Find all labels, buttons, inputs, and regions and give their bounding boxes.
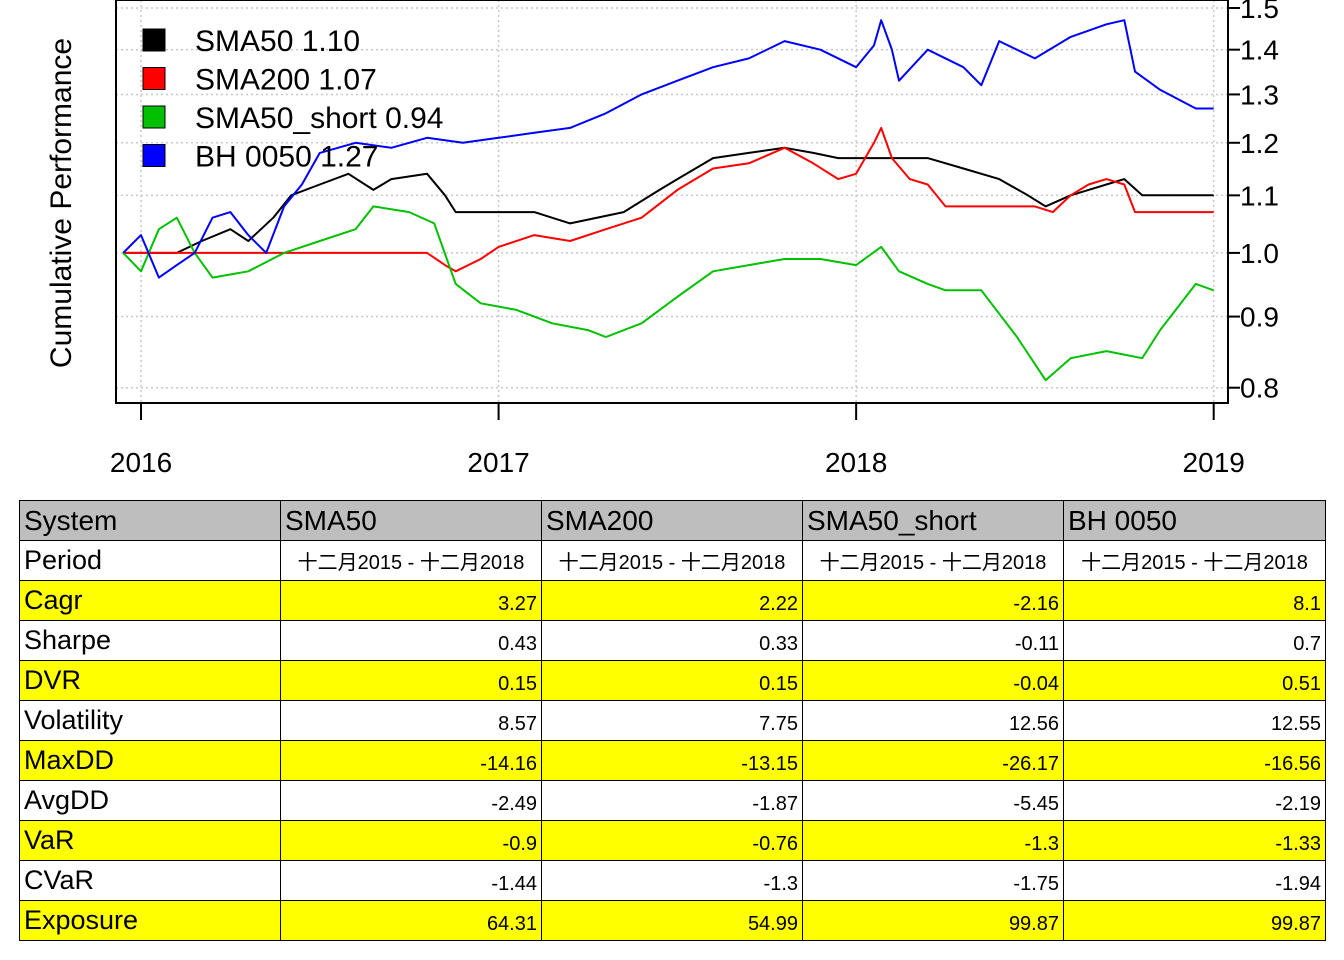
- table-cell: -2.16: [802, 580, 1064, 621]
- header-sma50-short: SMA50_short: [802, 500, 1064, 541]
- table-cell: -1.75: [802, 860, 1064, 901]
- table-cell: -1.44: [280, 860, 542, 901]
- table-cell: -1.3: [541, 860, 803, 901]
- y-tick-label: 1.2: [1240, 128, 1279, 159]
- y-axis-label: Cumulative Performance: [45, 38, 78, 368]
- y-tick-label: 0.9: [1240, 302, 1279, 333]
- legend-swatch: [142, 28, 166, 52]
- table-cell: 99.87: [1063, 900, 1326, 941]
- legend-swatch: [142, 67, 166, 90]
- row-label: VaR: [19, 820, 281, 861]
- table-cell: 54.99: [541, 900, 803, 941]
- performance-chart: 0.8 0.9 1.0 1.1 1.2 1.3 1.4 1.5 2016 2017 2018 2019…: [45, 0, 1279, 478]
- table-row: MaxDD -14.16 -13.15 -26.17 -16.56: [19, 740, 1326, 781]
- table-cell: -1.3: [802, 820, 1064, 861]
- x-tick-label: 2018: [825, 447, 887, 478]
- table-cell: -1.33: [1063, 820, 1326, 861]
- period-cell: 十二月2015 - 十二月2018: [280, 540, 542, 581]
- table-cell: -0.76: [541, 820, 803, 861]
- row-label: MaxDD: [19, 740, 281, 781]
- series-line-bh-0050: [122, 19, 1214, 279]
- period-cell: 十二月2015 - 十二月2018: [541, 540, 803, 581]
- table-row: VaR -0.9 -0.76 -1.3 -1.33: [19, 820, 1326, 861]
- table-cell: -2.19: [1063, 780, 1326, 821]
- legend-swatch: [142, 105, 166, 129]
- table-cell: -1.94: [1063, 860, 1326, 901]
- table-cell: 0.15: [280, 660, 542, 701]
- y-tick-label: 0.8: [1240, 373, 1279, 404]
- legend-swatch: [142, 144, 166, 167]
- table-cell: -5.45: [802, 780, 1064, 821]
- header-system: System: [19, 500, 281, 541]
- row-label: Exposure: [19, 900, 281, 941]
- table-cell: -14.16: [280, 740, 542, 781]
- table-cell: 64.31: [280, 900, 542, 941]
- table-cell: -26.17: [802, 740, 1064, 781]
- period-cell: 十二月2015 - 十二月2018: [1063, 540, 1326, 581]
- table-cell: -0.9: [280, 820, 542, 861]
- axes: 0.8 0.9 1.0 1.1 1.2 1.3 1.4 1.5 2016 2017 2018 2019: [110, 0, 1279, 478]
- table-cell: 2.22: [541, 580, 803, 621]
- row-label: AvgDD: [19, 780, 281, 821]
- legend-label: BH 0050 1.27: [195, 141, 378, 174]
- row-label: DVR: [19, 660, 281, 701]
- table-cell: 0.7: [1063, 620, 1326, 661]
- legend-label: SMA50_short 0.94: [195, 102, 443, 135]
- grid-lines: [116, 0, 1228, 403]
- table-row-period: Period 十二月2015 - 十二月2018 十二月2015 - 十二月20…: [19, 540, 1326, 581]
- legend-label: SMA50 1.10: [195, 25, 360, 58]
- table-cell: 3.27: [280, 580, 542, 621]
- table-row: Cagr 3.27 2.22 -2.16 8.1: [19, 580, 1326, 621]
- table-cell: 12.55: [1063, 700, 1326, 741]
- header-sma200: SMA200: [541, 500, 803, 541]
- series-lines: [122, 19, 1215, 382]
- table-cell: 0.51: [1063, 660, 1326, 701]
- table-row: DVR 0.15 0.15 -0.04 0.51: [19, 660, 1326, 701]
- table-cell: 12.56: [802, 700, 1064, 741]
- series-line-sma50: [123, 146, 1214, 254]
- table-cell: 0.33: [541, 620, 803, 661]
- x-tick-label: 2016: [110, 447, 172, 478]
- series-line-sma50-short: [122, 205, 1215, 382]
- row-label: Volatility: [19, 700, 281, 741]
- x-tick-label: 2017: [467, 447, 529, 478]
- table-cell: 8.57: [280, 700, 542, 741]
- x-tick-label: 2019: [1183, 447, 1245, 478]
- y-tick-label: 1.1: [1240, 180, 1279, 211]
- y-tick-label: 1.3: [1240, 79, 1279, 110]
- header-sma50: SMA50: [280, 500, 542, 541]
- y-tick-label: 1.4: [1240, 35, 1279, 66]
- table-cell: -0.04: [802, 660, 1064, 701]
- legend-label: SMA200 1.07: [195, 64, 377, 97]
- table-row: CVaR -1.44 -1.3 -1.75 -1.94: [19, 860, 1326, 901]
- table-row: Sharpe 0.43 0.33 -0.11 0.7: [19, 620, 1326, 661]
- header-bh-0050: BH 0050: [1063, 500, 1326, 541]
- period-cell: 十二月2015 - 十二月2018: [802, 540, 1064, 581]
- table-cell: 7.75: [541, 700, 803, 741]
- table-row: AvgDD -2.49 -1.87 -5.45 -2.19: [19, 780, 1326, 821]
- row-label: Sharpe: [19, 620, 281, 661]
- table-cell: 8.1: [1063, 580, 1326, 621]
- table-cell: 99.87: [802, 900, 1064, 941]
- table-cell: -0.11: [802, 620, 1064, 661]
- table-cell: 0.15: [541, 660, 803, 701]
- table-cell: 0.43: [280, 620, 542, 661]
- table-cell: -16.56: [1063, 740, 1326, 781]
- table-row: Volatility 8.57 7.75 12.56 12.55: [19, 700, 1326, 741]
- plot-frame: [115, 0, 1229, 404]
- y-tick-label: 1.0: [1240, 238, 1279, 269]
- row-label: Cagr: [19, 580, 281, 621]
- row-label: Period: [19, 540, 281, 581]
- table-cell: -2.49: [280, 780, 542, 821]
- statistics-table: System SMA50 SMA200 SMA50_short BH 0050 …: [19, 500, 1326, 941]
- table-cell: -1.87: [541, 780, 803, 821]
- y-tick-label: 1.5: [1240, 0, 1279, 24]
- table-cell: -13.15: [541, 740, 803, 781]
- legend: SMA50 1.10 SMA200 1.07 SMA50_short 0.94 BH …: [142, 25, 443, 174]
- series-line-sma200: [123, 126, 1214, 273]
- table-header-row: System SMA50 SMA200 SMA50_short BH 0050: [19, 500, 1326, 541]
- table-row: Exposure 64.31 54.99 99.87 99.87: [19, 900, 1326, 941]
- row-label: CVaR: [19, 860, 281, 901]
